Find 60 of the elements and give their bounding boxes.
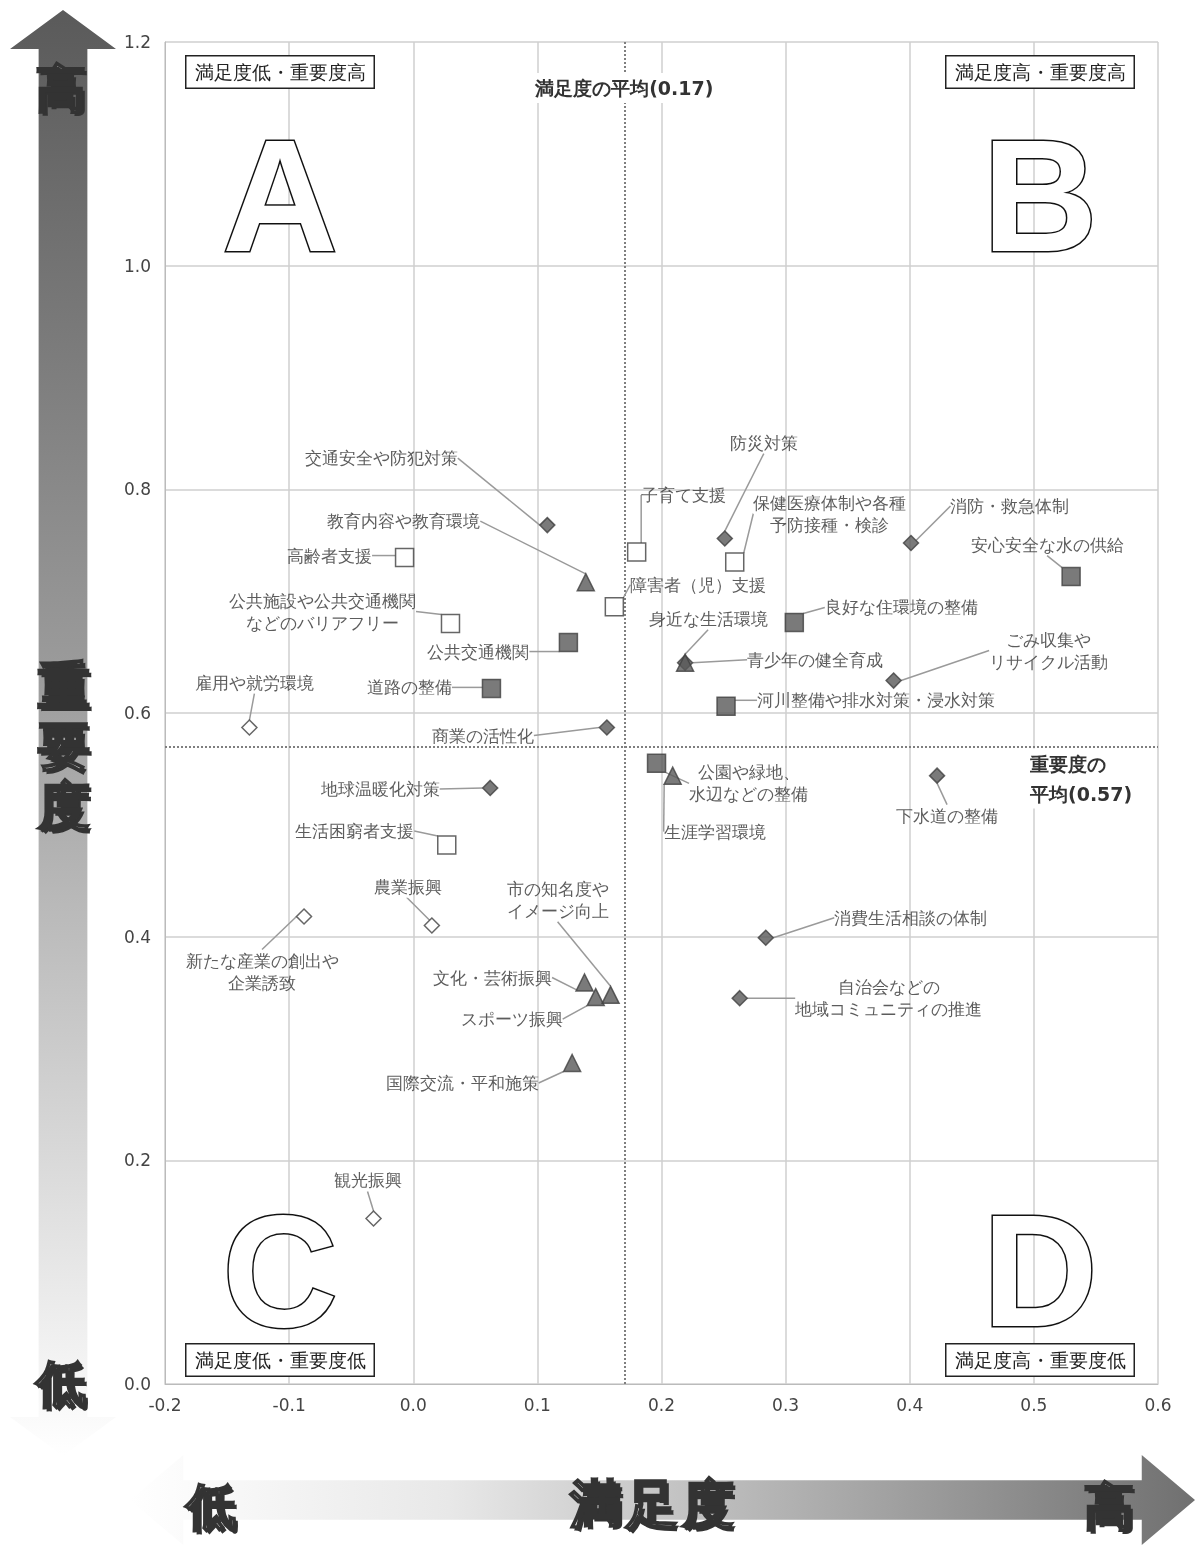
annotation: 消費生活相談の体制 bbox=[834, 907, 988, 928]
annotation: 交通安全や防犯対策 bbox=[304, 448, 458, 469]
y-tick-label: 1.2 bbox=[123, 32, 151, 52]
annotation: 教育内容や教育環境 bbox=[327, 511, 481, 532]
annotation: 公共施設や公共交通機関などのバリアフリー bbox=[228, 590, 416, 633]
x-tick-label: 0.0 bbox=[399, 1394, 427, 1415]
annotation: 安心安全な水の供給 bbox=[970, 534, 1124, 555]
x-tick-label: -0.1 bbox=[272, 1394, 306, 1415]
ref-line-label: 満足度の平均(0.17) bbox=[534, 77, 714, 99]
x-tick-label: 0.2 bbox=[647, 1394, 676, 1415]
text: 低 bbox=[186, 1478, 236, 1536]
y-tick-label: 0.4 bbox=[123, 926, 151, 947]
annotation: 保健医療体制や各種予防接種・検診 bbox=[753, 493, 907, 536]
annotation: B bbox=[982, 105, 1098, 285]
annotation: スポーツ振興 bbox=[460, 1009, 563, 1030]
annotation: 河川整備や排水対策・浸水対策 bbox=[757, 690, 996, 711]
annotation: 生涯学習環境 bbox=[663, 821, 766, 842]
annotation: 公園や緑地、水辺などの整備 bbox=[689, 762, 809, 805]
annotation: 満足度高・重要度低 bbox=[954, 1349, 1126, 1371]
annotation: A bbox=[222, 105, 338, 285]
annotation: 雇用や就労環境 bbox=[194, 672, 314, 693]
annotation: 観光振興 bbox=[333, 1170, 402, 1191]
y-tick-label: 0.6 bbox=[123, 703, 151, 723]
annotation: 生活困窮者支援 bbox=[295, 820, 415, 841]
annotation: ごみ収集やリサイクル活動 bbox=[989, 629, 1109, 672]
annotation: 国際交流・平和施策 bbox=[385, 1073, 539, 1094]
annotation: 新たな産業の創出や企業誘致 bbox=[185, 950, 339, 993]
annotation: 自治会などの地域コミュニティの推進 bbox=[794, 977, 983, 1020]
annotation: 満足度高・重要度高 bbox=[954, 61, 1126, 83]
annotation: 青少年の健全育成 bbox=[747, 649, 884, 670]
y-tick-label: 0.0 bbox=[123, 1374, 151, 1394]
annotation: 高齢者支援 bbox=[287, 545, 373, 566]
annotation: 文化・芸術振興 bbox=[433, 967, 553, 988]
x-tick-label: 0.5 bbox=[1020, 1394, 1048, 1415]
annotation: 障害者（児）支援 bbox=[630, 574, 767, 595]
annotation: 満足度低・重要度低 bbox=[194, 1349, 366, 1371]
annotation: 満足度低・重要度高 bbox=[194, 61, 366, 83]
y-tick-label: 1.0 bbox=[123, 255, 151, 276]
x-axis-title: 満足度 bbox=[570, 1474, 738, 1534]
annotation: 商業の活性化 bbox=[431, 725, 534, 746]
annotation: 消防・救急体制 bbox=[950, 496, 1070, 517]
annotation: 道路の整備 bbox=[366, 677, 452, 698]
text: 低 bbox=[36, 1355, 86, 1413]
x-tick-label: 0.3 bbox=[772, 1394, 800, 1415]
y-tick-label: 0.2 bbox=[123, 1150, 151, 1171]
x-tick-label: 0.6 bbox=[1144, 1394, 1172, 1415]
annotation: 良好な住環境の整備 bbox=[824, 597, 978, 618]
y-tick-label: 0.8 bbox=[123, 479, 151, 500]
annotation: 防災対策 bbox=[729, 432, 798, 453]
ref-line-label: 重要度の平均(0.57) bbox=[1029, 752, 1133, 805]
annotation: 農業振興 bbox=[373, 877, 442, 898]
annotation: 子育て支援 bbox=[641, 484, 727, 505]
annotation: 市の知名度やイメージ向上 bbox=[506, 878, 609, 921]
x-tick-label: 0.4 bbox=[896, 1394, 924, 1415]
annotation: 地球温暖化対策 bbox=[319, 778, 440, 799]
x-tick-label: 0.1 bbox=[523, 1394, 551, 1415]
x-tick-label: -0.2 bbox=[148, 1394, 182, 1415]
annotation: 身近な生活環境 bbox=[648, 608, 768, 629]
annotation: 下水道の整備 bbox=[896, 805, 999, 826]
annotation: 公共交通機関 bbox=[427, 641, 530, 662]
